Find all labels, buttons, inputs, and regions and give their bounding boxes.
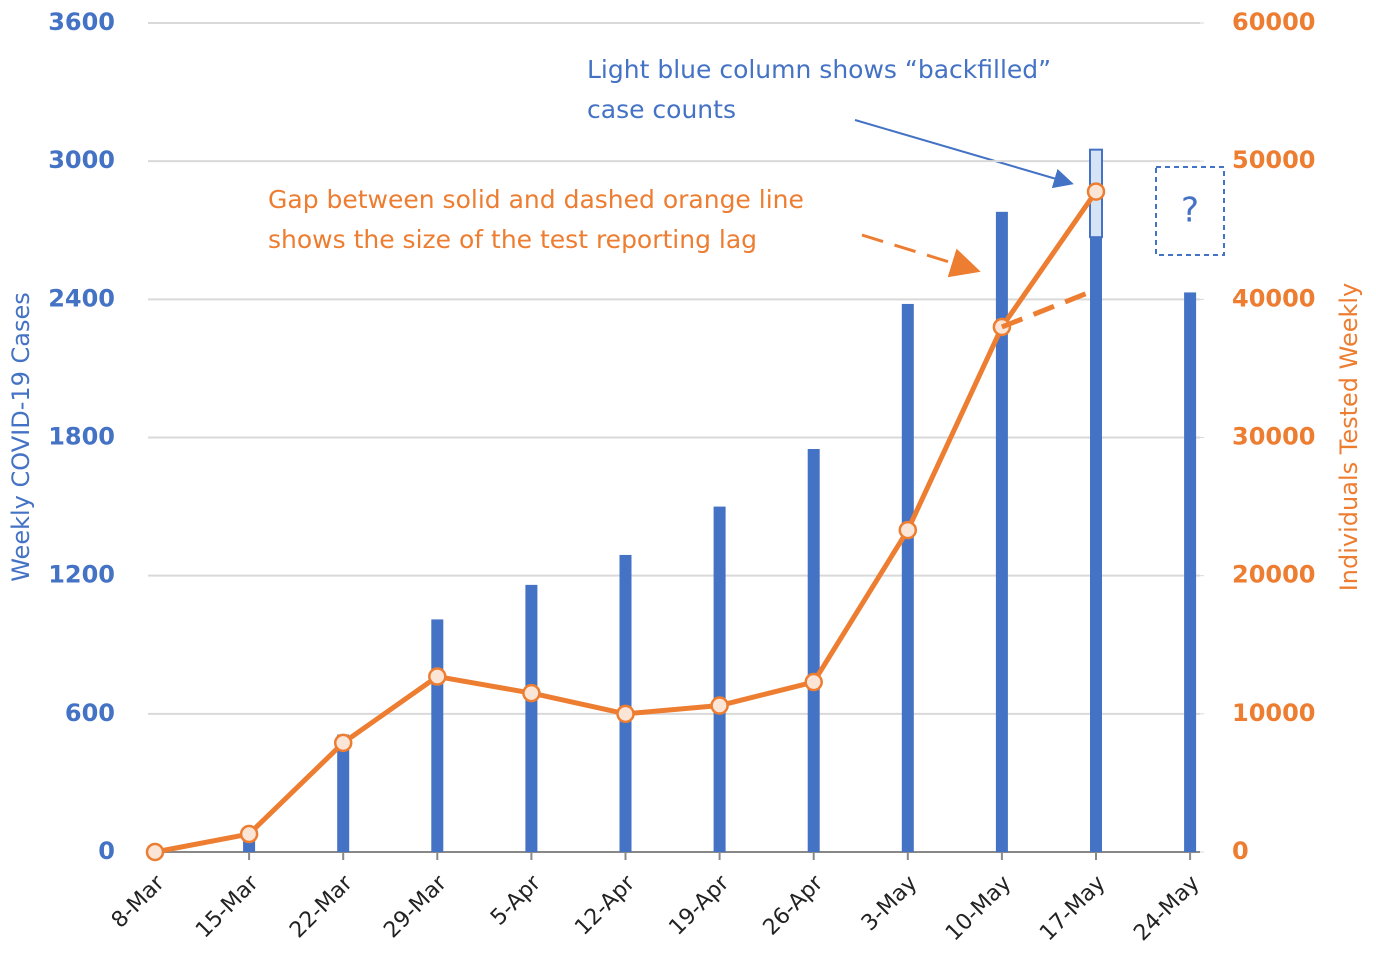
line-marker bbox=[333, 733, 353, 753]
bar bbox=[431, 619, 444, 852]
annotation: case counts bbox=[587, 95, 736, 124]
y2-tick-label: 50000 bbox=[1232, 146, 1316, 174]
y-tick-label: 600 bbox=[65, 699, 115, 727]
x-tick-label: 17-May bbox=[1035, 871, 1110, 946]
x-tick-label: 12-Apr bbox=[570, 870, 640, 940]
y-tick-label: 3000 bbox=[48, 146, 115, 174]
x-tick-label: 15-Mar bbox=[191, 870, 264, 943]
x-tick-label: 3-May bbox=[857, 871, 922, 936]
annotation: Gap between solid and dashed orange line bbox=[268, 185, 804, 214]
line-marker bbox=[710, 696, 729, 715]
annotation: ? bbox=[1181, 191, 1199, 231]
y-tick-label: 3600 bbox=[48, 8, 115, 36]
bar bbox=[807, 449, 820, 852]
bar bbox=[619, 554, 632, 852]
y2-tick-label: 0 bbox=[1232, 837, 1249, 865]
line-marker bbox=[1086, 182, 1106, 201]
y2-tick-label: 20000 bbox=[1232, 561, 1316, 589]
bar bbox=[901, 303, 914, 852]
line-marker bbox=[522, 683, 541, 703]
y-tick-label: 1200 bbox=[48, 561, 115, 589]
annotation: Light blue column shows “backfilled” bbox=[587, 55, 1051, 84]
arrow bbox=[854, 119, 1074, 189]
bar bbox=[1184, 292, 1197, 852]
x-tick-label: 26-Apr bbox=[759, 870, 829, 940]
line-marker bbox=[898, 520, 918, 540]
bar bbox=[525, 584, 538, 852]
y2-tick-label: 40000 bbox=[1232, 284, 1316, 312]
arrow bbox=[861, 233, 981, 278]
line-marker bbox=[616, 704, 635, 724]
line-marker bbox=[239, 824, 259, 844]
annotation: shows the size of the test reporting lag bbox=[268, 225, 757, 254]
line-marker bbox=[145, 842, 165, 862]
x-tick-label: 19-Apr bbox=[664, 870, 734, 940]
x-tick-label: 8-Mar bbox=[107, 870, 170, 933]
y2-axis-label: Individuals Tested Weekly bbox=[1335, 283, 1363, 592]
bar bbox=[713, 506, 726, 852]
y2-tick-label: 10000 bbox=[1232, 699, 1316, 727]
y-axis-label: Weekly COVID-19 Cases bbox=[7, 292, 35, 582]
x-tick-label: 29-Mar bbox=[379, 870, 452, 943]
y2-tick-label: 60000 bbox=[1232, 8, 1316, 36]
x-tick-label: 5-Apr bbox=[486, 870, 546, 930]
bar bbox=[995, 211, 1008, 853]
question-box bbox=[1155, 166, 1225, 256]
x-tick-label: 10-May bbox=[941, 871, 1016, 946]
y2-tick-label: 30000 bbox=[1232, 423, 1316, 451]
line-marker bbox=[428, 667, 447, 686]
bar bbox=[337, 734, 350, 852]
line bbox=[1000, 287, 1097, 330]
x-tick-label: 24-May bbox=[1129, 871, 1204, 946]
y-tick-label: 0 bbox=[98, 837, 115, 865]
bar bbox=[1090, 237, 1102, 853]
line-marker bbox=[804, 672, 823, 692]
x-tick-label: 22-Mar bbox=[285, 870, 358, 943]
y-tick-label: 1800 bbox=[48, 423, 115, 451]
y-tick-label: 2400 bbox=[48, 284, 115, 312]
